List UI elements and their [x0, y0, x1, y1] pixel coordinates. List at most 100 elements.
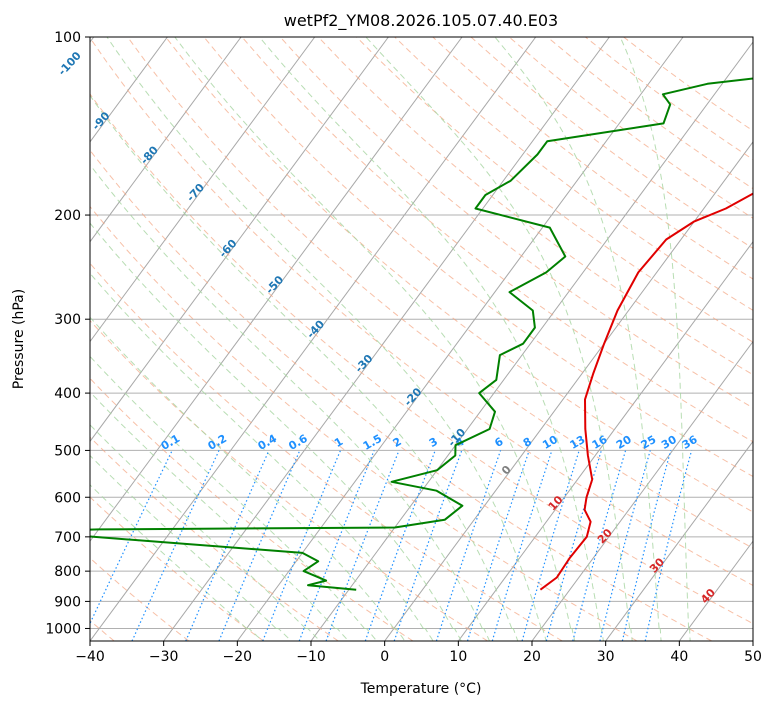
dry-adiabat-line [317, 37, 753, 376]
moist-adiabat-line [688, 628, 691, 641]
dry-adiabat-line [90, 377, 414, 641]
moist-adiabat-line [541, 628, 547, 641]
mixing-ratio-line [364, 450, 436, 641]
moist-adiabat-line [482, 628, 490, 641]
moist-adiabat-line [90, 424, 306, 629]
isotherm-line [236, 37, 684, 641]
dry-adiabat-line [279, 37, 753, 409]
moist-adiabat-line [90, 391, 336, 629]
isotherm-line [90, 37, 537, 641]
moist-adiabat-line [364, 628, 377, 641]
x-tick-label: 20 [523, 649, 541, 665]
x-tick-label: −40 [75, 649, 105, 665]
x-tick-label: 40 [670, 649, 688, 665]
x-tick-label: 50 [744, 649, 762, 665]
dewpoint-profile-line [90, 77, 753, 591]
moist-adiabat-line [90, 94, 513, 629]
x-tick-label: 30 [597, 649, 615, 665]
isotherm-line [384, 141, 753, 641]
moist-adiabat-line [246, 628, 263, 641]
moist-adiabat-line [335, 628, 349, 641]
y-tick-label: 200 [54, 208, 81, 224]
dry-adiabat-line [90, 262, 563, 641]
y-tick-label: 1000 [45, 621, 81, 637]
y-tick-label: 800 [54, 564, 81, 580]
x-tick-label: 0 [380, 649, 389, 665]
y-tick-label: 300 [54, 312, 81, 328]
isotherm-line [90, 37, 242, 243]
mixing-ratio-line [298, 450, 375, 641]
plot-frame [89, 36, 754, 642]
dry-adiabat-line [90, 205, 638, 641]
mixing-ratio-line [491, 450, 553, 641]
moist-adiabat-line [90, 222, 454, 629]
mixing-ratio-line [325, 450, 400, 641]
mixing-ratio-line [644, 450, 693, 641]
y-tick-label: 600 [54, 490, 81, 506]
moist-adiabat-line [106, 37, 542, 629]
isotherm-line [531, 340, 753, 641]
isotherm-line [457, 240, 753, 641]
moist-adiabat-line [494, 37, 660, 629]
isotherm-line [605, 440, 753, 641]
mixing-ratio-line [521, 450, 580, 641]
moist-adiabat-line [511, 628, 519, 641]
moist-adiabat-line [90, 484, 247, 629]
mixing-ratio-line [466, 450, 530, 641]
chart-title: wetPf2_YM08.2026.105.07.40.E03 [284, 11, 558, 31]
isotherm-line [310, 41, 753, 641]
moist-adiabat-line [305, 628, 321, 641]
x-tick-label: −30 [149, 649, 179, 665]
dry-adiabat-line [356, 37, 753, 343]
isotherm-line [90, 37, 316, 343]
isotherm-line [90, 37, 168, 143]
moist-adiabat-line [570, 628, 576, 641]
plot-grid [90, 37, 753, 641]
moist-adiabat-line [629, 628, 633, 641]
moist-adiabat-line [600, 628, 604, 641]
moist-adiabat-line [90, 316, 395, 629]
dry-adiabat-line [90, 149, 712, 641]
moist-adiabat-line [365, 37, 631, 629]
axes: −40 −30 −20 −10 0 10 20 30 40 50 100 200 300 400 500 60… [45, 30, 762, 665]
dry-adiabat-line [127, 37, 753, 549]
plot-series [90, 77, 753, 591]
moist-adiabat-line [452, 628, 462, 641]
moist-adiabat-line [90, 163, 483, 629]
isotherm-line [90, 37, 389, 443]
moist-adiabat-line [276, 628, 292, 641]
y-tick-label: 100 [54, 30, 81, 46]
moist-adiabat-line [659, 628, 662, 641]
mixing-ratio-line [599, 450, 651, 641]
y-tick-label: 900 [54, 594, 81, 610]
mixing-ratio-line [435, 450, 502, 641]
mixing-ratio-line [218, 450, 301, 641]
mixing-ratio-line [572, 450, 627, 641]
isotherm-line [163, 37, 610, 641]
mixing-ratio-line [621, 450, 672, 641]
moist-adiabat-line [90, 454, 277, 629]
x-axis-label: Temperature (°C) [360, 681, 482, 697]
moist-adiabat-line [393, 628, 406, 641]
moist-adiabat-line [259, 37, 601, 629]
x-tick-label: −20 [223, 649, 253, 665]
moist-adiabat-line [90, 272, 424, 629]
temperature-profile-line [539, 192, 753, 591]
mixing-ratio-line [393, 450, 463, 641]
dry-adiabat-line [90, 93, 753, 625]
dry-adiabat-line [90, 37, 753, 587]
y-tick-label: 400 [54, 386, 81, 402]
y-tick-label: 700 [54, 530, 81, 546]
y-axis-label: Pressure (hPa) [11, 289, 27, 389]
mixing-ratio-line [185, 450, 270, 641]
x-tick-label: −10 [296, 649, 326, 665]
moist-adiabat-line [619, 37, 690, 629]
y-tick-label: 500 [54, 443, 81, 459]
x-tick-label: 10 [449, 649, 467, 665]
mixing-ratio-line [262, 450, 342, 641]
isotherm-line [90, 37, 463, 543]
moist-adiabat-line [423, 628, 434, 641]
dry-adiabat-line [165, 37, 753, 513]
